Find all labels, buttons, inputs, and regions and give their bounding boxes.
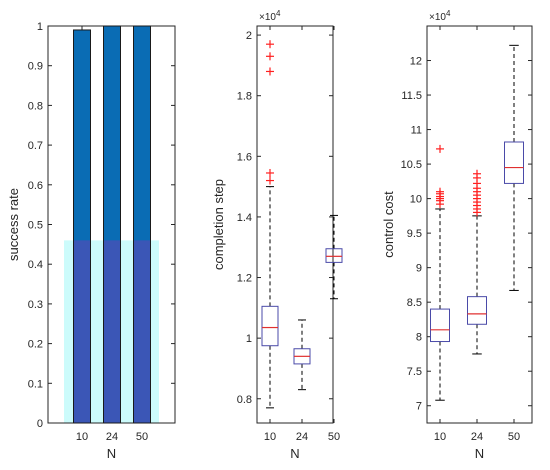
y-tick-label: 12: [410, 56, 422, 68]
y-tick-label: 0: [37, 418, 43, 430]
y-tick-label: 7.5: [407, 366, 422, 378]
y-tick-label: 8: [416, 332, 422, 344]
y-tick-label: 0.4: [28, 259, 43, 271]
bar-overlay-24: [104, 240, 120, 423]
box-50: [504, 141, 524, 184]
y-tick-label: 11: [411, 125, 422, 137]
x-tick-label: 24: [106, 431, 118, 443]
x-tick-label: 10: [264, 431, 276, 443]
outlier-10: [266, 67, 274, 76]
x-tick-label: 24: [471, 431, 483, 443]
y-tick-label: 0.8: [237, 394, 252, 406]
y-tick-label: 9: [416, 263, 422, 275]
y-tick-label: 1.8: [237, 91, 252, 103]
y-tick-label: 8.5: [407, 297, 422, 309]
y-tick-label: 0.6: [28, 180, 43, 192]
y-tick-label: 1.6: [237, 151, 252, 163]
y-tick-label: 1.4: [237, 212, 252, 224]
y-tick-label: 10.5: [401, 159, 422, 171]
bar-overlay-10: [74, 240, 90, 423]
y-axis-label: completion step: [211, 179, 226, 270]
x-tick-label: 50: [508, 431, 520, 443]
bar-overlay-50: [134, 240, 150, 423]
y-axis-label: success rate: [6, 188, 21, 261]
y-tick-label: 0.9: [28, 61, 43, 73]
y-tick-label: 0.2: [28, 339, 43, 351]
y-tick-label: 0.8: [28, 100, 43, 112]
y-tick-label: 1: [37, 21, 43, 33]
exponent-label: ×104: [259, 9, 281, 23]
outlier-10: [436, 144, 444, 153]
x-tick-label: 50: [136, 431, 148, 443]
y-tick-label: 1: [246, 333, 252, 345]
box-10: [261, 305, 279, 347]
box-50: [325, 248, 343, 263]
axes-frame-3: [426, 25, 533, 424]
x-tick-label: 50: [328, 431, 340, 443]
box-24: [467, 296, 487, 325]
x-axis-label: N: [107, 446, 116, 461]
x-tick-label: 10: [434, 431, 446, 443]
box-10: [430, 308, 450, 343]
x-axis-label: N: [475, 446, 484, 461]
y-tick-label: 2: [246, 30, 252, 42]
y-tick-label: 0.5: [28, 220, 43, 232]
outlier-10: [266, 52, 274, 61]
x-axis-label: N: [290, 446, 299, 461]
outlier-10: [266, 176, 274, 185]
y-tick-label: 1.2: [237, 273, 252, 285]
outlier-10: [266, 40, 274, 49]
exponent-label: ×104: [429, 9, 451, 23]
y-tick-label: 7: [416, 401, 422, 413]
y-tick-label: 9.5: [407, 228, 422, 240]
y-tick-label: 0.1: [28, 378, 43, 390]
outlier-10: [266, 168, 274, 177]
outlier-10: [436, 187, 444, 196]
axes-frame-2: [256, 25, 334, 424]
x-tick-label: 24: [296, 431, 308, 443]
y-tick-label: 0.3: [28, 299, 43, 311]
y-tick-label: 10: [410, 194, 422, 206]
y-axis-label: control cost: [381, 191, 396, 258]
outlier-24: [473, 169, 481, 178]
x-tick-label: 10: [76, 431, 88, 443]
y-tick-label: 11.5: [401, 90, 422, 102]
y-tick-label: 0.7: [28, 140, 43, 152]
